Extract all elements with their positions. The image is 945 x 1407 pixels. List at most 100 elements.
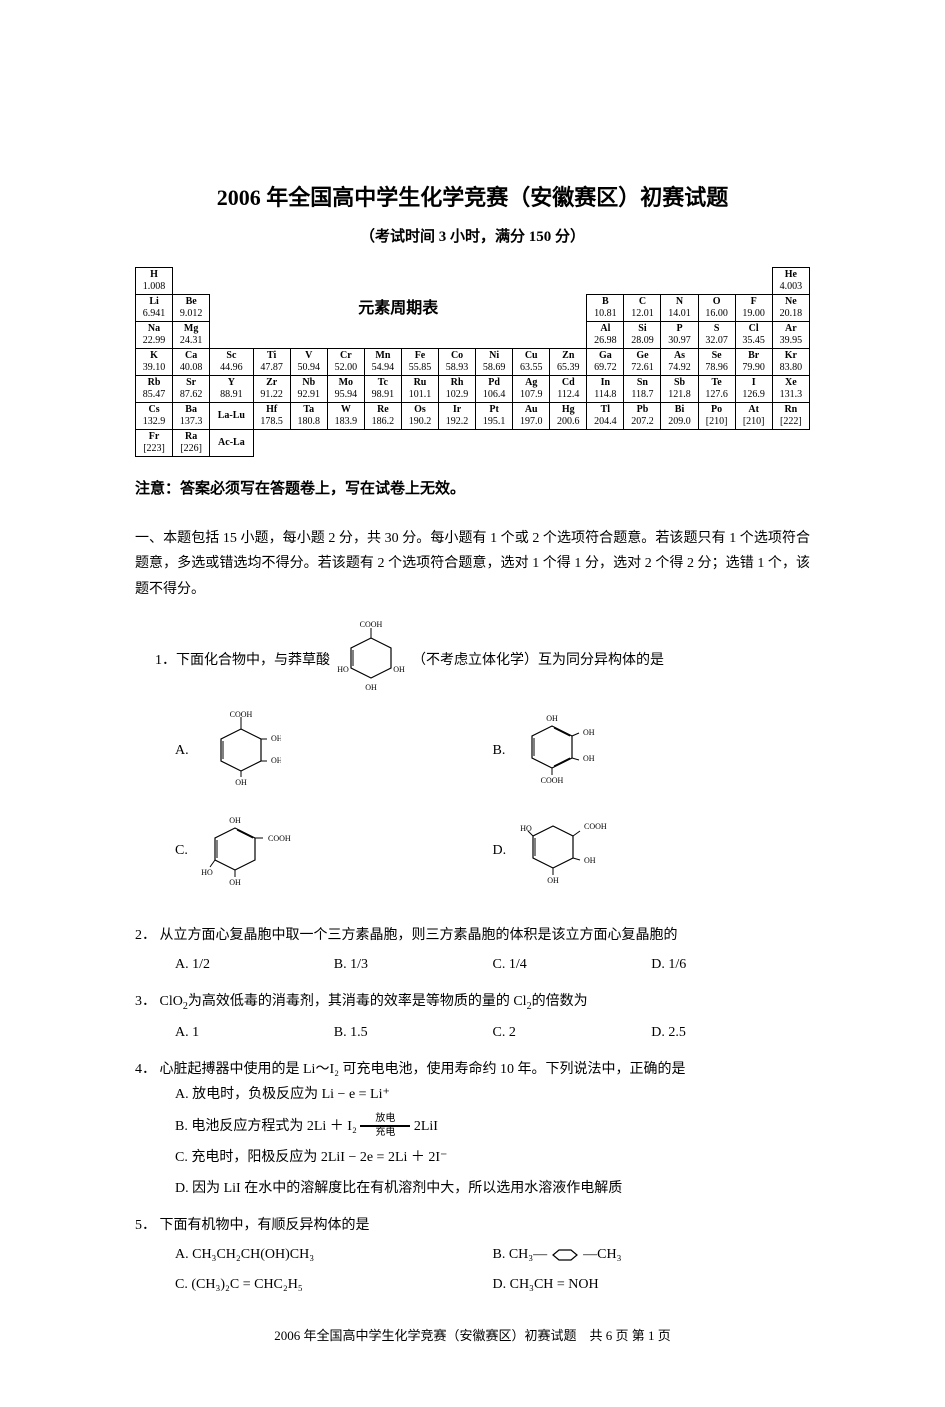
element-cell: Pd106.4 <box>476 376 513 403</box>
element-cell: Ru101.1 <box>401 376 438 403</box>
q1-pre: 下面化合物中，与莽草酸 <box>176 648 330 673</box>
q1-num: 1． <box>155 648 176 673</box>
element-cell: In114.8 <box>587 376 624 403</box>
svg-text:HO: HO <box>201 868 213 877</box>
q2-opt-c: C. 1/4 <box>493 952 652 977</box>
element-cell: As74.92 <box>661 349 698 376</box>
element-cell: Se78.96 <box>698 349 735 376</box>
svg-text:COOH: COOH <box>360 620 383 629</box>
element-cell: N14.01 <box>661 295 698 322</box>
element-cell: Pt195.1 <box>476 403 513 430</box>
svg-text:HO: HO <box>520 824 532 833</box>
element-cell: S32.07 <box>698 322 735 349</box>
element-cell: La-Lu <box>210 403 253 430</box>
svg-text:OH: OH <box>547 876 559 885</box>
page-title: 2006 年全国高中学生化学竞赛（安徽赛区）初赛试题 <box>135 180 810 215</box>
svg-text:OH: OH <box>393 665 405 674</box>
element-cell: B10.81 <box>587 295 624 322</box>
element-cell: Ga69.72 <box>587 349 624 376</box>
element-cell: Ag107.9 <box>513 376 550 403</box>
element-cell: At[210] <box>735 403 772 430</box>
element-cell: Hg200.6 <box>550 403 587 430</box>
q4-opt-c: C. 充电时，阳极反应为 2LiI − 2e = 2Li ＋ 2I⁻ <box>175 1145 810 1170</box>
svg-text:OH: OH <box>271 734 281 743</box>
element-cell: Cl35.45 <box>735 322 772 349</box>
section-1-heading: 一、本题包括 15 小题，每小题 2 分，共 30 分。每小题有 1 个或 2 … <box>135 526 810 602</box>
svg-text:OH: OH <box>547 714 559 723</box>
q2-opt-b: B. 1/3 <box>334 952 493 977</box>
element-cell: He4.003 <box>772 268 809 295</box>
svg-text:COOH: COOH <box>268 834 291 843</box>
q5-opt-c: C. (CH₃)₂C = CHC₂H₅ <box>175 1272 493 1297</box>
q5-opt-a: A. CH₃CH₂CH(OH)CH₃ <box>175 1242 493 1267</box>
element-cell: Rn[222] <box>772 403 809 430</box>
svg-text:COOH: COOH <box>584 822 607 831</box>
element-cell: W183.9 <box>327 403 364 430</box>
question-1: 1． 下面化合物中，与莽草酸 COOH HO OH OH （不考虑立体化学）互为… <box>135 620 810 911</box>
element-cell: Kr83.80 <box>772 349 809 376</box>
q3-num: 3． <box>135 994 156 1009</box>
element-cell: Ge72.61 <box>624 349 661 376</box>
element-cell: Zn65.39 <box>550 349 587 376</box>
svg-text:OH: OH <box>365 683 377 692</box>
q4-text: 心脏起搏器中使用的是 Li～I₂ 可充电电池，使用寿命约 10 年。下列说法中，… <box>160 1062 686 1077</box>
element-cell: Re186.2 <box>364 403 401 430</box>
element-cell: Sb121.8 <box>661 376 698 403</box>
q1-option-b: B. OH OH OH COOH <box>493 711 811 791</box>
element-cell: Br79.90 <box>735 349 772 376</box>
q1-option-c: C. OH COOH HO OH <box>175 811 493 891</box>
ptable-label: 元素周期表 <box>210 295 587 322</box>
question-3: 3． ClO2为高效低毒的消毒剂，其消毒的效率是等物质的量的 Cl2的倍数为 A… <box>135 989 810 1045</box>
element-cell: Ti47.87 <box>253 349 290 376</box>
element-cell: K39.10 <box>136 349 173 376</box>
q4-num: 4． <box>135 1062 156 1077</box>
element-cell: Sc44.96 <box>210 349 253 376</box>
equilibrium-arrow-icon: 放电 充电 <box>360 1114 410 1138</box>
svg-text:OH: OH <box>229 816 241 825</box>
svg-text:OH: OH <box>583 754 595 763</box>
page-footer: 2006 年全国高中学生化学竞赛（安徽赛区）初赛试题 共 6 页 第 1 页 <box>135 1326 810 1347</box>
element-cell: Zr91.22 <box>253 376 290 403</box>
element-cell: Bi209.0 <box>661 403 698 430</box>
element-cell: Li6.941 <box>136 295 173 322</box>
element-cell: Ca40.08 <box>173 349 210 376</box>
q3-opt-b: B. 1.5 <box>334 1020 493 1045</box>
element-cell: Fr[223] <box>136 430 173 457</box>
element-cell: Te127.6 <box>698 376 735 403</box>
element-cell: F19.00 <box>735 295 772 322</box>
element-cell: Sr87.62 <box>173 376 210 403</box>
svg-text:OH: OH <box>229 878 241 887</box>
q5-text: 下面有机物中，有顺反异构体的是 <box>160 1218 370 1233</box>
structure-b-icon: OH OH OH COOH <box>517 711 607 791</box>
element-cell: Xe131.3 <box>772 376 809 403</box>
element-cell: Rb85.47 <box>136 376 173 403</box>
element-cell: Os190.2 <box>401 403 438 430</box>
svg-text:HO: HO <box>337 665 349 674</box>
q5-opt-b: B. CH₃——CH₃ <box>493 1242 811 1267</box>
notice-text: 注意：答案必须写在答题卷上，写在试卷上无效。 <box>135 477 810 501</box>
element-cell: Nb92.91 <box>290 376 327 403</box>
element-cell: Cu63.55 <box>513 349 550 376</box>
svg-text:OH: OH <box>235 778 247 787</box>
element-cell: V50.94 <box>290 349 327 376</box>
element-cell: Ne20.18 <box>772 295 809 322</box>
element-cell: Ac-La <box>210 430 253 457</box>
svg-text:COOH: COOH <box>541 776 564 785</box>
svg-text:OH: OH <box>584 856 596 865</box>
element-cell: Mo95.94 <box>327 376 364 403</box>
q5-num: 5． <box>135 1218 156 1233</box>
element-cell: Tl204.4 <box>587 403 624 430</box>
element-cell: Fe55.85 <box>401 349 438 376</box>
element-cell: P30.97 <box>661 322 698 349</box>
element-cell: I126.9 <box>735 376 772 403</box>
element-cell: Si28.09 <box>624 322 661 349</box>
element-cell: Ra[226] <box>173 430 210 457</box>
q3-opt-a: A. 1 <box>175 1020 334 1045</box>
element-cell: Ar39.95 <box>772 322 809 349</box>
svg-text:COOH: COOH <box>229 711 252 719</box>
element-cell: O16.00 <box>698 295 735 322</box>
element-cell: Pb207.2 <box>624 403 661 430</box>
element-cell: Cs132.9 <box>136 403 173 430</box>
element-cell: Mg24.31 <box>173 322 210 349</box>
element-cell: Po[210] <box>698 403 735 430</box>
